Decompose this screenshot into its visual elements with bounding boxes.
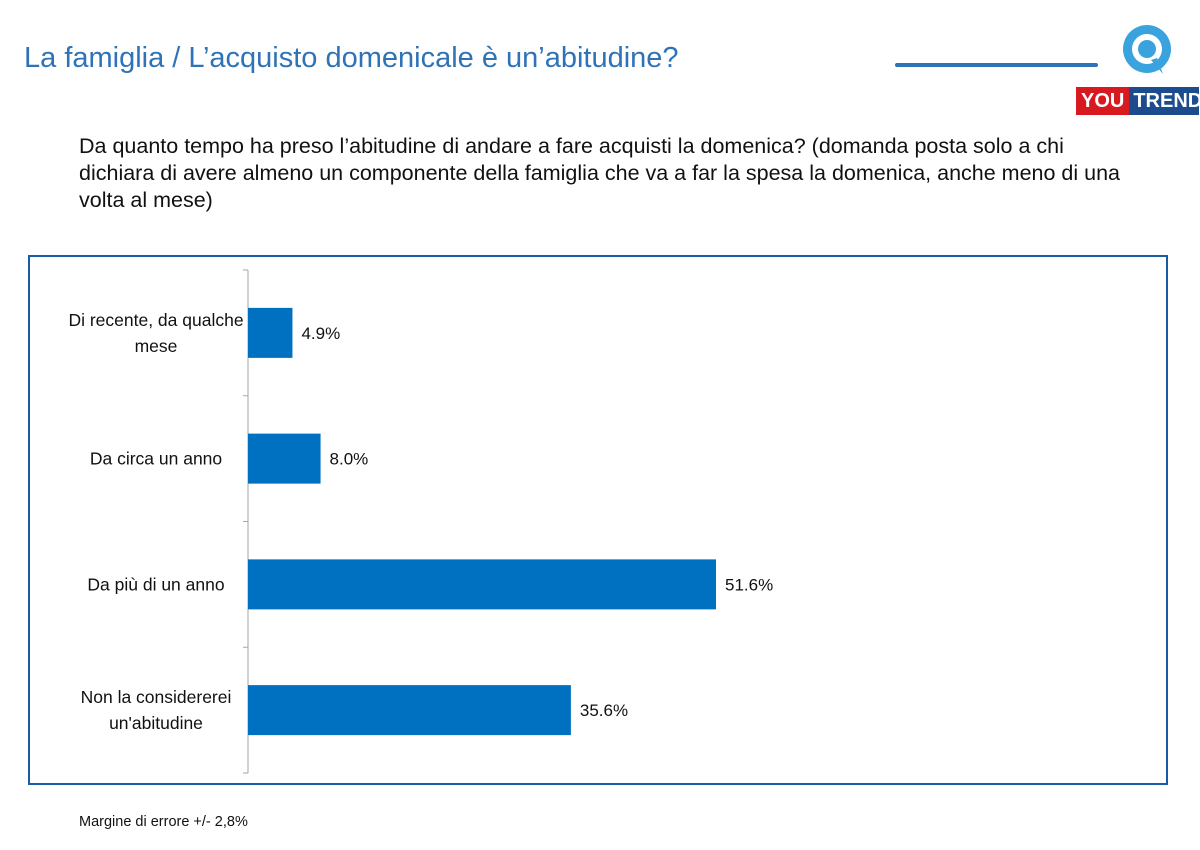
category-label-line: Di recente, da qualche <box>68 310 243 330</box>
q-speech-bubble-icon <box>1123 25 1171 74</box>
category-label: Di recente, da qualche mese <box>68 310 243 356</box>
category-label-line: mese <box>135 336 178 356</box>
category-label-line: Da più di un anno <box>87 574 224 594</box>
bar-value-label: 8.0% <box>330 450 369 469</box>
bar <box>248 433 321 484</box>
bar-value-label: 51.6% <box>725 575 773 594</box>
bar <box>248 685 571 736</box>
category-label: Da più di un anno <box>87 574 224 594</box>
bar-value-label: 4.9% <box>301 324 340 343</box>
category-label-line: Non la considererei <box>81 687 232 707</box>
category-label-line: Da circa un anno <box>90 449 222 469</box>
chart-frame: 4.9% Di recente, da qualche mese 8.0% Da cir… <box>28 255 1168 785</box>
bar-chart: 4.9% Di recente, da qualche mese 8.0% Da cir… <box>68 269 773 774</box>
logo-you-text: YOU <box>1076 87 1130 115</box>
category-label: Da circa un anno <box>90 449 222 469</box>
logo-trend-text: TREND <box>1129 87 1200 115</box>
error-margin-note: Margine di errore +/- 2,8% <box>79 814 248 830</box>
category-label: Non la considererei un'abitudine <box>81 687 232 733</box>
youtrend-logo: YOU TREND <box>1076 22 1200 116</box>
bar <box>248 559 717 610</box>
bar <box>248 307 293 358</box>
survey-question: Da quanto tempo ha preso l’abitudine di … <box>79 134 1120 212</box>
logo-wordmark: YOU TREND <box>1076 87 1200 115</box>
category-label-line: un'abitudine <box>109 713 203 733</box>
title-divider <box>895 63 1098 67</box>
page-title: La famiglia / L’acquisto domenicale è un… <box>24 42 679 74</box>
bar-value-label: 35.6% <box>580 701 628 720</box>
